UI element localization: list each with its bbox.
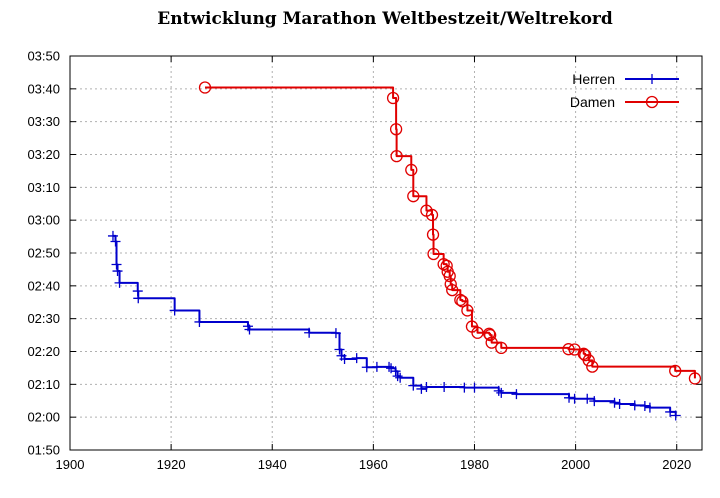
data-point-herren xyxy=(614,399,625,410)
data-point-herren xyxy=(395,372,406,383)
y-tick-label: 02:30 xyxy=(27,311,60,326)
data-point-herren xyxy=(421,381,432,392)
y-tick-label: 03:10 xyxy=(27,180,60,195)
data-point-herren xyxy=(361,362,372,373)
data-point-damen xyxy=(471,326,484,339)
grid xyxy=(70,56,702,450)
data-point-herren xyxy=(110,236,121,247)
data-point-herren xyxy=(339,354,350,365)
data-point-damen xyxy=(426,228,440,241)
data-point-herren xyxy=(665,406,676,417)
data-point-damen xyxy=(582,354,595,367)
data-point-herren xyxy=(408,380,419,391)
series-herren xyxy=(107,230,681,421)
y-tick-label: 01:50 xyxy=(27,443,60,458)
x-tick-label: 2020 xyxy=(662,457,691,472)
data-point-herren xyxy=(384,361,395,372)
y-tick-label: 03:00 xyxy=(27,213,60,228)
data-point-herren xyxy=(493,385,504,396)
data-point-herren xyxy=(111,259,122,270)
data-point-herren xyxy=(609,397,620,408)
data-point-damen xyxy=(390,149,403,163)
data-point-damen xyxy=(454,293,467,307)
data-point-herren xyxy=(194,316,205,327)
x-tick-label: 1900 xyxy=(56,457,85,472)
y-tick-label: 02:10 xyxy=(27,377,60,392)
data-point-herren xyxy=(304,327,315,338)
y-tick-label: 02:00 xyxy=(27,410,60,425)
data-point-damen xyxy=(443,269,456,283)
x-tick-label: 1960 xyxy=(359,457,388,472)
data-point-damen xyxy=(405,163,418,177)
data-point-herren xyxy=(169,305,180,316)
data-point-damen xyxy=(586,360,599,373)
data-point-herren xyxy=(459,382,470,393)
data-point-herren xyxy=(244,324,255,335)
data-point-herren xyxy=(629,400,640,411)
data-point-damen xyxy=(407,190,420,203)
data-point-herren xyxy=(496,387,507,398)
y-tick-label: 02:20 xyxy=(27,344,60,359)
x-tick-label: 2000 xyxy=(561,457,590,472)
data-point-herren xyxy=(569,393,580,404)
data-point-herren xyxy=(564,392,575,403)
data-point-herren xyxy=(330,328,341,339)
data-point-damen xyxy=(386,91,400,105)
y-tick-label: 03:50 xyxy=(27,49,60,64)
legend-label-damen: Damen xyxy=(570,94,615,110)
legend: Herren Damen xyxy=(570,71,679,110)
data-point-damen xyxy=(484,328,497,342)
data-point-damen xyxy=(461,304,474,317)
data-point-damen xyxy=(444,278,457,291)
data-point-herren xyxy=(644,402,655,413)
series-damen xyxy=(198,81,702,385)
data-point-damen xyxy=(446,283,459,297)
series-line-herren xyxy=(112,234,677,416)
x-tick-label: 1920 xyxy=(157,457,186,472)
data-point-damen xyxy=(688,372,702,385)
axis-ticks: 1900 1920 1940 1960 1980 2000 2020 01:50 02:00 02… xyxy=(27,49,702,472)
data-point-damen xyxy=(389,123,403,136)
data-point-herren xyxy=(582,393,593,404)
data-point-herren xyxy=(589,396,600,407)
data-point-herren xyxy=(392,371,403,382)
data-point-damen xyxy=(485,336,498,349)
legend-marker-herren xyxy=(647,74,657,84)
data-point-herren xyxy=(639,401,650,412)
data-point-damen xyxy=(425,208,439,222)
data-point-herren xyxy=(439,381,450,392)
x-tick-label: 1940 xyxy=(258,457,287,472)
data-point-herren xyxy=(371,361,382,372)
chart-title: Entwicklung Marathon Weltbestzeit/Weltre… xyxy=(157,9,613,29)
y-tick-label: 03:40 xyxy=(27,81,60,96)
data-point-herren xyxy=(114,277,125,288)
data-point-herren xyxy=(670,410,681,421)
legend-label-herren: Herren xyxy=(572,71,615,87)
data-point-damen xyxy=(669,364,682,378)
legend-marker-damen xyxy=(645,95,659,109)
data-point-damen xyxy=(198,81,212,94)
data-point-herren xyxy=(469,382,480,393)
data-point-herren xyxy=(416,383,427,394)
data-point-herren xyxy=(351,353,362,364)
data-point-herren xyxy=(112,266,123,277)
data-point-damen xyxy=(562,343,575,356)
y-tick-label: 02:50 xyxy=(27,246,60,261)
series-layer xyxy=(107,81,702,421)
data-point-herren xyxy=(107,230,118,241)
x-tick-label: 1980 xyxy=(460,457,489,472)
data-point-damen xyxy=(427,247,440,261)
data-point-damen xyxy=(482,327,496,340)
y-tick-label: 02:40 xyxy=(27,278,60,293)
data-point-damen xyxy=(495,341,508,355)
data-point-damen xyxy=(456,295,469,308)
data-point-herren xyxy=(390,366,401,377)
data-point-herren xyxy=(511,389,522,400)
data-point-herren xyxy=(334,344,345,355)
y-tick-label: 03:30 xyxy=(27,114,60,129)
y-tick-label: 03:20 xyxy=(27,147,60,162)
series-line-damen xyxy=(204,86,696,379)
data-point-herren xyxy=(133,293,144,304)
